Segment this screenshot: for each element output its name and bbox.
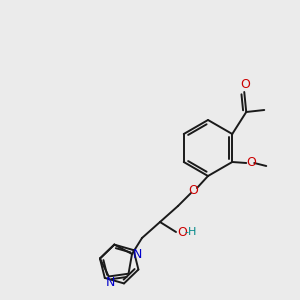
Text: O: O <box>188 184 198 197</box>
Text: N: N <box>132 248 142 260</box>
Text: -H: -H <box>185 227 197 237</box>
Text: O: O <box>177 226 187 238</box>
Text: O: O <box>240 79 250 92</box>
Text: N: N <box>106 276 116 289</box>
Text: O: O <box>246 157 256 169</box>
